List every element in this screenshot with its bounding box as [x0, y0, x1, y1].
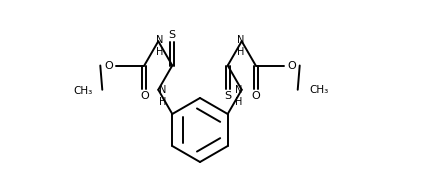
Text: S: S — [224, 91, 231, 101]
Text: N
H: N H — [159, 85, 166, 107]
Text: O: O — [140, 91, 149, 101]
Text: O: O — [287, 60, 296, 70]
Text: N
H: N H — [235, 85, 243, 107]
Text: O: O — [252, 91, 260, 101]
Text: N
H: N H — [156, 36, 163, 57]
Text: CH₃: CH₃ — [73, 86, 92, 96]
Text: O: O — [104, 60, 113, 70]
Text: CH₃: CH₃ — [310, 85, 329, 95]
Text: N
H: N H — [237, 36, 244, 57]
Text: S: S — [169, 30, 176, 40]
